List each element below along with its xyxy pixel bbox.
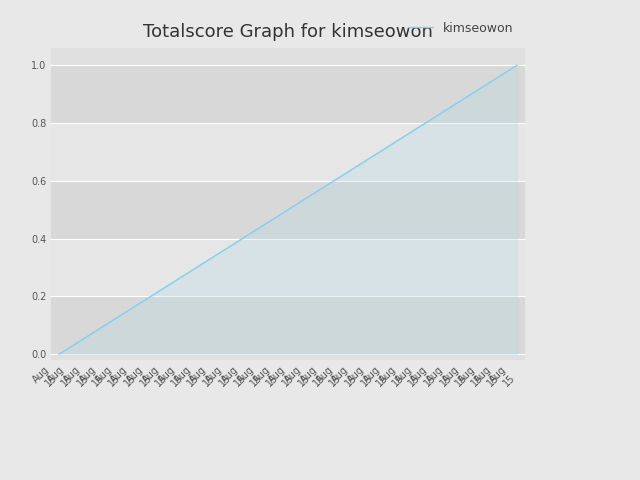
kimseowon xyxy=(166,282,173,288)
kimseowon xyxy=(387,142,394,148)
Legend: kimseowon: kimseowon xyxy=(403,17,518,40)
kimseowon xyxy=(87,331,95,337)
kimseowon xyxy=(118,312,126,317)
kimseowon xyxy=(324,182,332,188)
kimseowon xyxy=(450,102,458,108)
kimseowon xyxy=(102,322,110,327)
kimseowon xyxy=(466,92,474,98)
kimseowon xyxy=(355,162,363,168)
Bar xyxy=(51,239,525,297)
Bar xyxy=(51,65,525,123)
kimseowon xyxy=(308,192,316,198)
kimseowon xyxy=(197,262,205,267)
kimseowon xyxy=(403,132,410,138)
kimseowon xyxy=(244,232,252,238)
kimseowon xyxy=(150,291,157,297)
kimseowon xyxy=(134,301,142,307)
kimseowon xyxy=(229,242,237,248)
kimseowon xyxy=(339,172,347,178)
kimseowon xyxy=(371,152,379,158)
kimseowon xyxy=(419,122,426,128)
kimseowon xyxy=(292,202,300,208)
Bar xyxy=(51,297,525,354)
Bar xyxy=(51,123,525,181)
kimseowon xyxy=(260,222,268,228)
kimseowon xyxy=(55,351,63,357)
Line: kimseowon: kimseowon xyxy=(59,65,517,354)
kimseowon xyxy=(276,212,284,217)
Title: Totalscore Graph for kimseowon: Totalscore Graph for kimseowon xyxy=(143,23,433,41)
kimseowon xyxy=(513,62,521,68)
kimseowon xyxy=(434,112,442,118)
kimseowon xyxy=(71,341,79,347)
kimseowon xyxy=(497,72,505,78)
kimseowon xyxy=(182,272,189,277)
kimseowon xyxy=(481,83,489,88)
Bar xyxy=(51,181,525,239)
kimseowon xyxy=(213,252,221,257)
